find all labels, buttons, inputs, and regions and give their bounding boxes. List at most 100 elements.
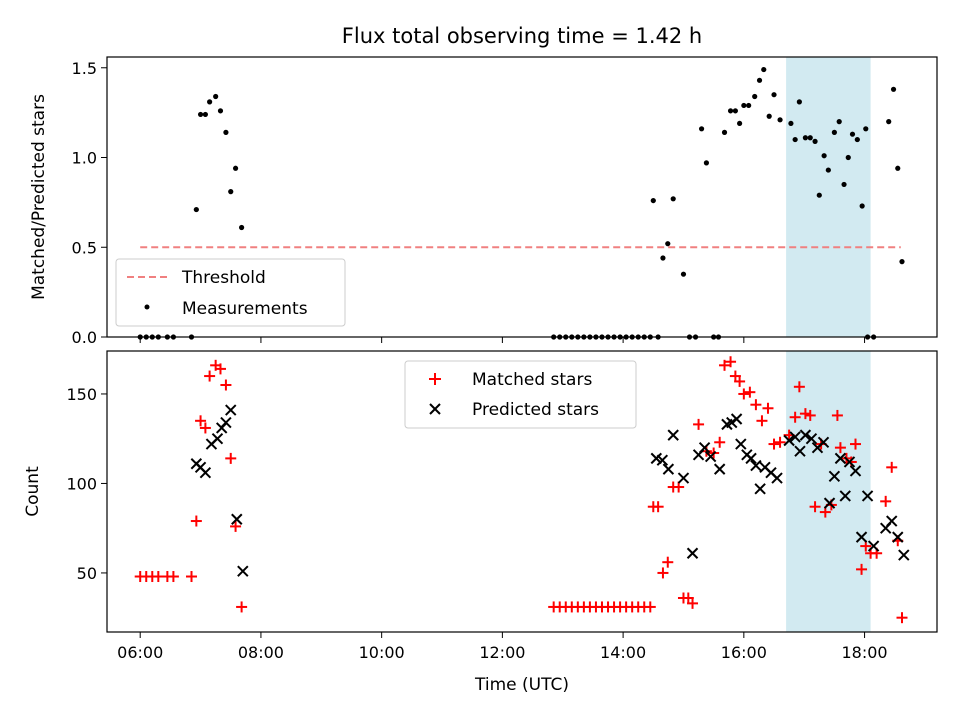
predicted-point (704, 450, 717, 463)
matched-point (725, 356, 737, 368)
matched-point (687, 597, 699, 609)
predicted-point-b (789, 431, 801, 443)
predicted-points (190, 404, 910, 577)
measurement-point (812, 138, 818, 144)
measurement-point (732, 108, 738, 114)
measurement-point (836, 119, 842, 125)
predicted-point (855, 531, 868, 543)
predicted-point-b (834, 452, 847, 465)
matched-point (225, 452, 237, 464)
predicted-point (656, 454, 669, 466)
matched-point (719, 359, 731, 371)
matched-point (186, 571, 198, 583)
measurement-point (660, 255, 666, 261)
x-tick-label: 10:00 (359, 643, 405, 662)
matched-point (199, 422, 211, 434)
predicted-point-b (886, 515, 898, 527)
predicted-point-b (817, 436, 830, 448)
matched-point (662, 556, 674, 568)
bottom-panel: 50 100 150 06:00 08:00 10:00 12:00 14:00 16:00 1… (23, 350, 938, 695)
measurement-point (223, 129, 229, 135)
x-tick-label: 16:00 (721, 643, 767, 662)
matched-point (204, 370, 216, 382)
legend-threshold-label: Threshold (181, 268, 266, 288)
top-panel: 0.0 0.5 1.0 1.5 Matched/Predicted stars Thr… (29, 56, 938, 347)
matched-point (220, 379, 232, 391)
predicted-point (237, 565, 249, 577)
predicted-point-b (698, 441, 711, 454)
matched-point (834, 442, 846, 454)
predicted-point-b (828, 470, 841, 482)
measurement-point (807, 135, 813, 141)
legend-measurements-label: Measurements (182, 299, 308, 319)
measurement-point (761, 66, 767, 73)
predicted-point-b (823, 497, 836, 509)
predicted-point-b (656, 454, 669, 466)
x-tick-label: 18:00 (842, 643, 888, 662)
bottom-legend-box (404, 360, 637, 429)
matched-point (673, 481, 685, 493)
predicted-point (783, 434, 795, 447)
matched-point (886, 461, 898, 473)
predicted-point-b (730, 413, 743, 425)
matched-point (809, 501, 821, 513)
predicted-point-b (650, 452, 663, 465)
predicted-point-b (194, 461, 207, 474)
top-legend: Threshold Measurements (115, 258, 346, 327)
measurement-point (650, 197, 656, 204)
predicted-point (677, 472, 690, 484)
predicted-point-b (704, 450, 717, 463)
matched-points (134, 356, 908, 624)
matched-point (693, 418, 705, 430)
predicted-point (220, 416, 232, 429)
matched-point (768, 438, 780, 450)
predicted-point (828, 470, 841, 482)
predicted-point-b (855, 531, 868, 543)
measurement-point (752, 93, 758, 100)
predicted-point (805, 432, 818, 445)
y-tick-label: 0.0 (72, 328, 97, 347)
measurement-point (788, 120, 794, 127)
matched-point (652, 501, 664, 513)
matched-point (750, 399, 762, 411)
matched-point (799, 408, 811, 420)
top-shaded-region (786, 57, 871, 337)
predicted-point-b (759, 461, 771, 474)
predicted-point (231, 513, 243, 525)
matched-point (856, 563, 868, 575)
predicted-point-b (783, 434, 795, 447)
predicted-point (861, 490, 874, 502)
predicted-point (750, 459, 762, 472)
measurement-point (841, 181, 847, 188)
measurement-point (207, 99, 213, 105)
measurement-point (895, 165, 901, 171)
legend-measurements-swatch (144, 304, 150, 310)
matched-point (789, 411, 801, 423)
predicted-point-b (199, 466, 212, 479)
predicted-point (794, 445, 806, 457)
legend-matched-label: Matched stars (472, 370, 592, 390)
matched-point (831, 409, 843, 421)
measurement-point (777, 117, 783, 123)
top-y-axis-label: Matched/Predicted stars (29, 94, 49, 300)
x-tick-label: 12:00 (479, 643, 525, 662)
predicted-point (225, 404, 237, 416)
predicted-point-b (237, 565, 249, 577)
measurement-point (213, 93, 219, 100)
predicted-point-b (754, 483, 766, 495)
measurement-point (792, 136, 798, 143)
predicted-point (662, 463, 675, 475)
measurement-point (766, 113, 772, 119)
measurement-point (239, 224, 245, 231)
matched-point (762, 402, 774, 414)
top-axes-frame (106, 56, 938, 338)
measurement-point (825, 167, 831, 173)
predicted-point (730, 413, 743, 425)
measurement-point (796, 99, 802, 105)
predicted-point (892, 531, 904, 543)
predicted-point-b (861, 490, 874, 502)
matched-point (734, 375, 746, 387)
top-x-ticks (139, 337, 866, 343)
predicted-point-b (750, 459, 762, 472)
predicted-point-b (843, 456, 856, 468)
